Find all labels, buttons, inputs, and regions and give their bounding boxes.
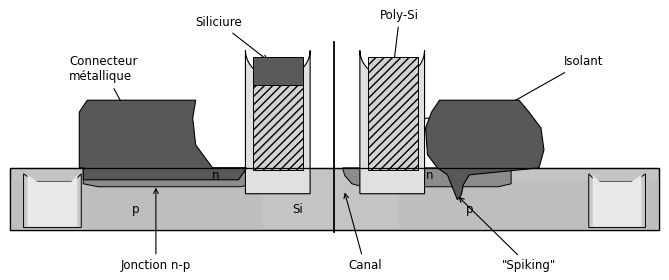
Bar — [399, 180, 660, 230]
Polygon shape — [79, 100, 246, 180]
Bar — [9, 168, 660, 230]
Text: n: n — [212, 169, 219, 182]
Polygon shape — [589, 174, 646, 228]
Text: Si: Si — [292, 203, 302, 216]
Bar — [254, 85, 303, 170]
Text: Canal: Canal — [344, 194, 381, 272]
Bar — [9, 168, 660, 230]
Text: p: p — [132, 203, 140, 216]
Text: Poly-Si: Poly-Si — [380, 9, 419, 68]
Polygon shape — [360, 50, 425, 194]
Polygon shape — [23, 174, 81, 228]
Text: Siliciure: Siliciure — [195, 16, 267, 60]
Polygon shape — [27, 175, 78, 227]
Text: n: n — [425, 169, 434, 182]
Text: Jonction n-p: Jonction n-p — [121, 189, 191, 272]
Polygon shape — [425, 100, 544, 200]
Text: Isolant: Isolant — [493, 55, 603, 113]
Polygon shape — [246, 50, 310, 194]
Text: p: p — [466, 203, 473, 216]
Bar — [9, 180, 264, 230]
Bar — [368, 57, 417, 170]
Polygon shape — [593, 175, 642, 227]
Text: Connecteur
métallique: Connecteur métallique — [70, 55, 138, 132]
Bar — [254, 57, 303, 85]
Text: "Spiking": "Spiking" — [459, 198, 556, 272]
Polygon shape — [343, 168, 511, 187]
Polygon shape — [83, 168, 260, 187]
